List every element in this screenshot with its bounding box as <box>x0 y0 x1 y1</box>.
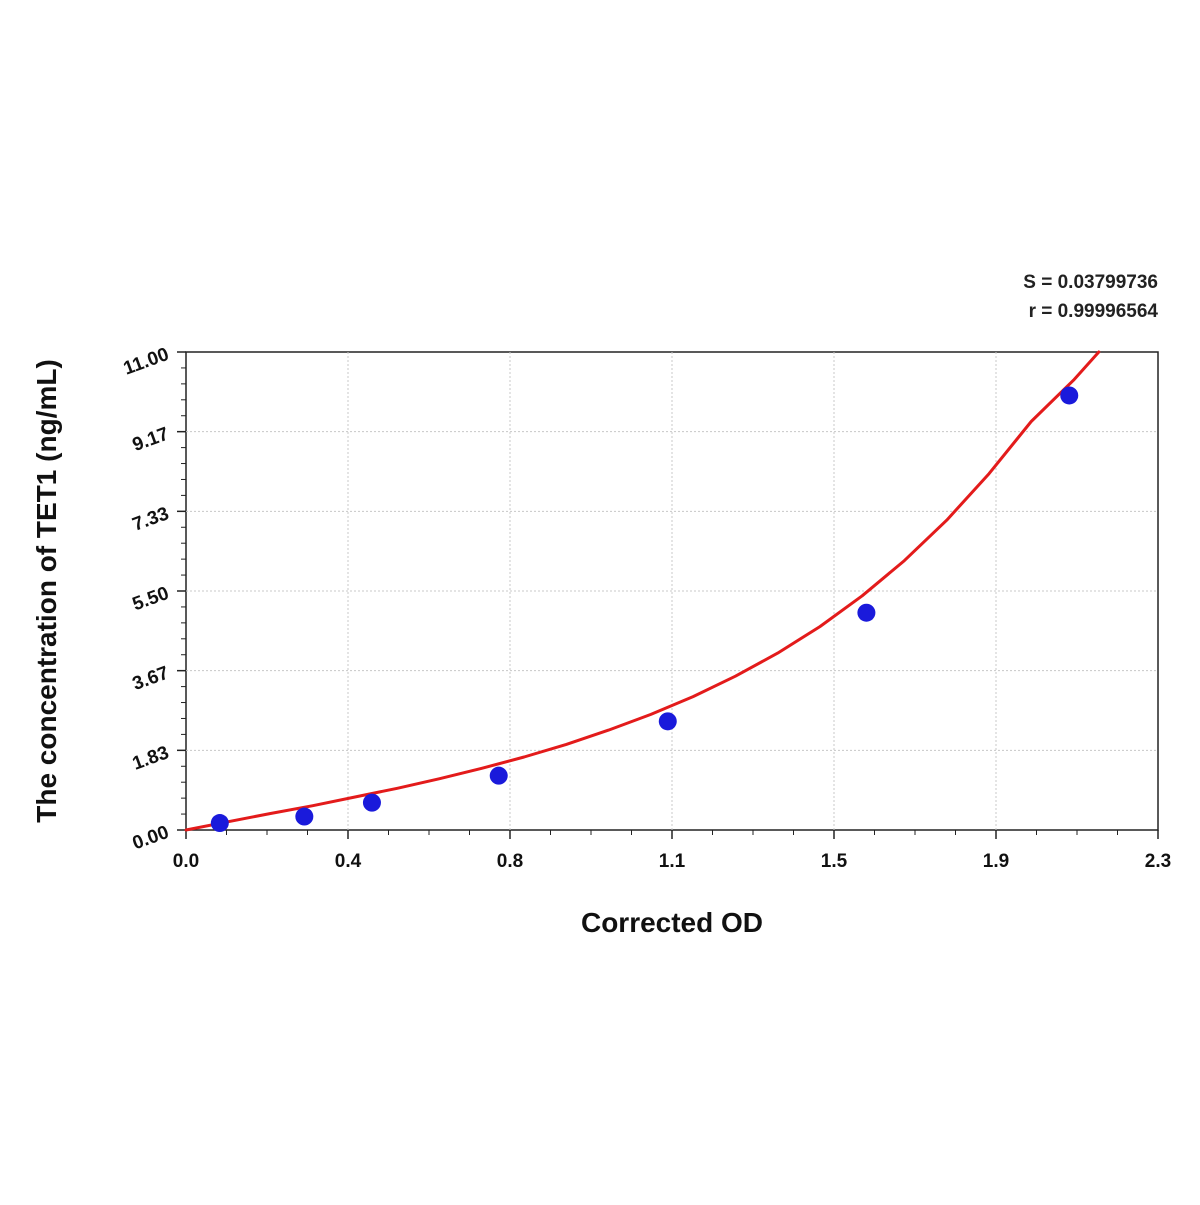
tick-layer <box>177 351 1159 839</box>
y-tick-label: 7.33 <box>130 503 172 535</box>
data-point <box>295 807 314 826</box>
fit-curve <box>184 350 1101 832</box>
x-tick-label: 0.4 <box>335 851 362 872</box>
point-layer <box>210 386 1079 833</box>
x-tick-label: 1.9 <box>983 851 1009 872</box>
x-tick-label: 2.3 <box>1145 851 1171 872</box>
y-tick-label: 11.00 <box>121 344 172 380</box>
data-point <box>489 766 508 785</box>
x-axis-title: Corrected OD <box>581 907 763 938</box>
y-tick-label: 5.50 <box>130 583 172 615</box>
data-point <box>857 603 876 622</box>
x-tick-label: 0.8 <box>497 851 523 872</box>
stat-r-text: r = 0.99996564 <box>1029 301 1159 322</box>
x-tick-label: 0.0 <box>173 851 199 872</box>
x-tick-label: 1.5 <box>821 851 848 872</box>
y-tick-label: 0.00 <box>130 822 172 854</box>
y-axis-title: The concentration of TET1 (ng/mL) <box>31 359 62 823</box>
data-point <box>210 814 229 833</box>
stat-s-text: S = 0.03799736 <box>1023 272 1158 293</box>
y-tick-label: 9.17 <box>130 424 172 456</box>
data-point <box>362 793 381 812</box>
label-layer: 0.0 0.4 0.8 1.1 1.5 1.9 2.3 0.00 1.83 3.67 5.50 7.3… <box>121 344 1171 872</box>
y-tick-label: 3.67 <box>130 663 172 695</box>
x-tick-label: 1.1 <box>659 851 686 872</box>
curve-layer <box>184 350 1101 832</box>
data-point <box>658 712 677 731</box>
data-point <box>1060 386 1079 405</box>
grid-layer <box>186 352 1158 830</box>
y-tick-label: 1.83 <box>130 742 172 774</box>
